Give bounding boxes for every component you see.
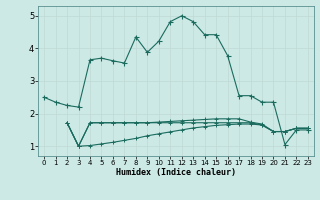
X-axis label: Humidex (Indice chaleur): Humidex (Indice chaleur) — [116, 168, 236, 177]
